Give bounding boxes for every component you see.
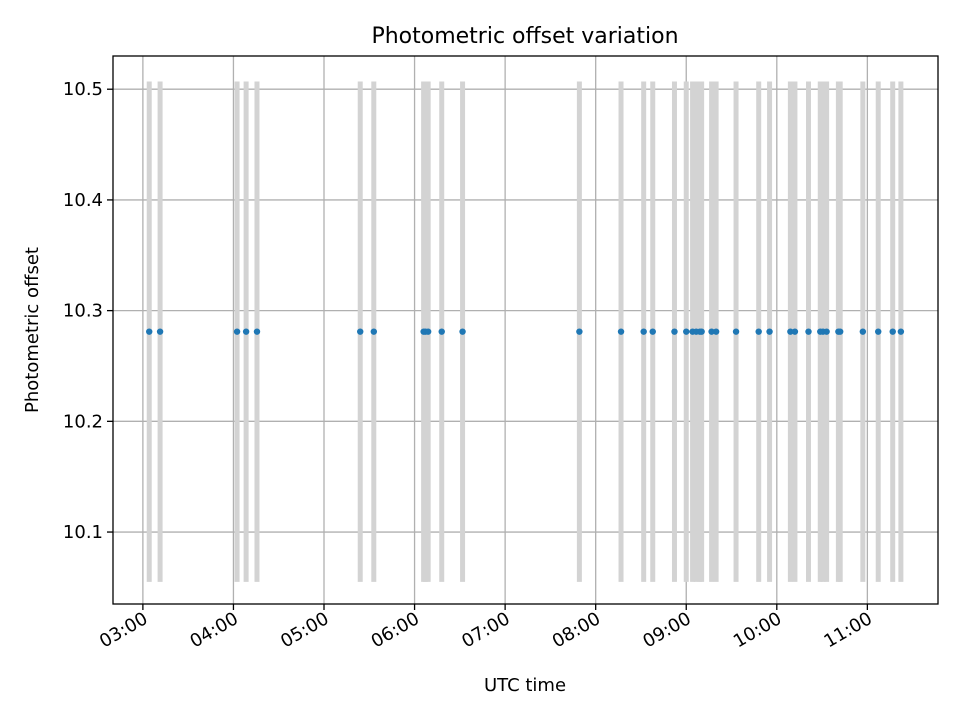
x-tick-label: 07:00 bbox=[458, 608, 513, 652]
data-point bbox=[357, 328, 364, 335]
data-point bbox=[683, 328, 690, 335]
data-point bbox=[889, 328, 896, 335]
data-point bbox=[875, 328, 882, 335]
grid-layer bbox=[113, 56, 938, 604]
data-point bbox=[576, 328, 583, 335]
x-tick-label: 11:00 bbox=[820, 608, 875, 652]
y-tick-label: 10.1 bbox=[63, 522, 103, 543]
data-point bbox=[640, 328, 647, 335]
data-point bbox=[897, 328, 905, 335]
data-point bbox=[787, 328, 794, 335]
data-point bbox=[791, 328, 799, 335]
y-tick-label: 10.5 bbox=[63, 79, 103, 100]
data-point bbox=[253, 328, 261, 335]
x-tick-label: 08:00 bbox=[549, 608, 604, 652]
x-tick-label: 05:00 bbox=[277, 608, 332, 652]
y-tick-label: 10.3 bbox=[63, 301, 103, 322]
x-axis-label: UTC time bbox=[484, 675, 566, 696]
data-point bbox=[755, 328, 762, 335]
tick-layer: 03:00 04:00 05:00 06:00 07:00 08:00 09:00 10:00… bbox=[63, 79, 876, 652]
x-tick-label: 10:00 bbox=[730, 608, 785, 652]
y-axis-label: Photometric offset bbox=[22, 247, 43, 413]
data-point bbox=[732, 328, 740, 335]
data-point bbox=[233, 328, 241, 335]
data-point bbox=[649, 328, 656, 335]
data-point bbox=[859, 328, 867, 335]
data-point bbox=[712, 328, 720, 335]
data-point bbox=[698, 328, 705, 335]
data-point bbox=[424, 328, 432, 335]
x-tick-label: 04:00 bbox=[187, 608, 242, 652]
data-point bbox=[766, 328, 773, 335]
y-tick-label: 10.4 bbox=[63, 190, 103, 211]
data-point bbox=[438, 328, 445, 335]
data-point bbox=[805, 328, 812, 335]
data-point bbox=[370, 328, 378, 335]
data-point bbox=[156, 328, 164, 335]
data-point bbox=[617, 328, 625, 335]
plot-frame bbox=[112, 55, 939, 605]
point-layer bbox=[146, 328, 905, 335]
x-tick-label: 06:00 bbox=[368, 608, 423, 652]
data-point bbox=[459, 328, 466, 335]
x-tick-label: 09:00 bbox=[639, 608, 694, 652]
data-point bbox=[836, 328, 844, 335]
data-point bbox=[242, 328, 250, 335]
data-point bbox=[708, 328, 715, 335]
data-point bbox=[823, 328, 830, 335]
data-point bbox=[671, 328, 678, 335]
data-point bbox=[146, 328, 153, 335]
y-tick-label: 10.2 bbox=[63, 411, 103, 432]
chart-title: Photometric offset variation bbox=[371, 24, 678, 49]
x-tick-label: 03:00 bbox=[96, 608, 151, 652]
